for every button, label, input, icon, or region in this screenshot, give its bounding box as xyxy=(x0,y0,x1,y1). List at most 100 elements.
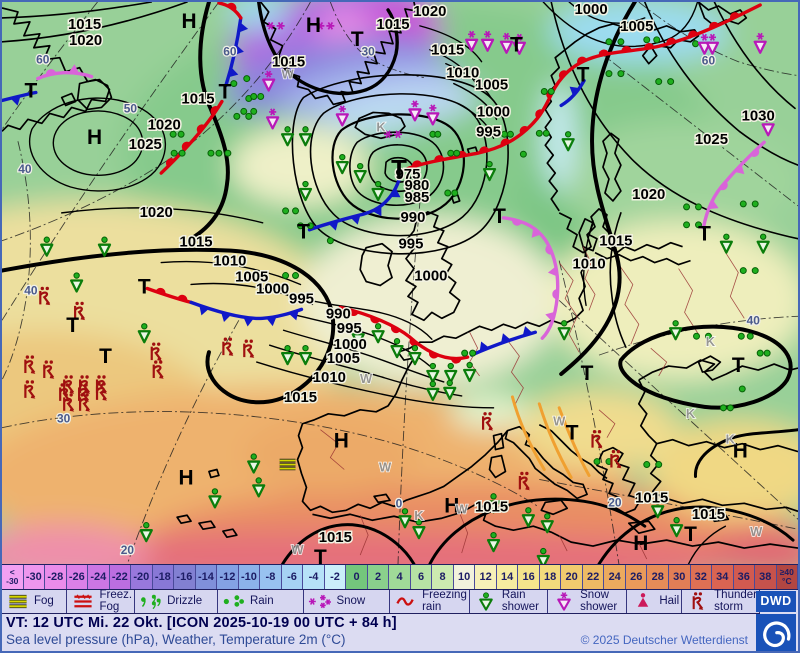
rain-symbol xyxy=(453,149,461,157)
rain-symbol xyxy=(207,149,215,157)
shower-symbol xyxy=(97,236,112,257)
temp-scale-cell: -22 xyxy=(109,565,132,589)
rain-symbol xyxy=(326,237,334,245)
geo-label: W xyxy=(379,459,392,474)
pressure-center-T: T xyxy=(66,314,79,337)
shower-symbol xyxy=(208,488,222,509)
temp-scale-cell: 14 xyxy=(496,565,519,589)
warm-front xyxy=(145,286,193,305)
thunder-symbol xyxy=(74,301,86,321)
temp-scale-cell: 24 xyxy=(604,565,626,589)
pressure-center-T: T xyxy=(218,80,231,103)
geo-label: W xyxy=(281,67,294,82)
rain-symbol xyxy=(737,332,745,340)
valid-time-text: VT: 12 UTC Mi. 22 Okt. [ICON 2025-10-19 … xyxy=(6,615,397,631)
pressure-label: 1015 xyxy=(376,16,409,33)
rain-symbol xyxy=(282,272,290,280)
shower-symbol xyxy=(390,338,404,359)
cold-front xyxy=(189,300,304,321)
temp-scale-cell: 22 xyxy=(582,565,605,589)
shower-symbol xyxy=(408,344,422,366)
legend-item-hail: Hail xyxy=(627,590,683,613)
rain-symbol xyxy=(250,93,258,100)
shower-symbol xyxy=(557,320,571,341)
pressure-label: 980 xyxy=(404,177,429,194)
rain-symbol xyxy=(653,36,661,44)
temp-scale-cell: ≥40 °C xyxy=(776,565,798,589)
dwd-logo-text: DWD xyxy=(756,591,796,612)
pressure-center-T: T xyxy=(351,28,364,51)
shower-symbol xyxy=(482,160,497,182)
shower-symbol xyxy=(669,517,684,538)
pressure-label: 1005 xyxy=(327,350,360,367)
rain-symbol xyxy=(605,38,613,46)
rain-symbol xyxy=(746,332,754,340)
temp-scale-cell: -10 xyxy=(238,565,261,589)
pressure-center-T: T xyxy=(698,223,711,246)
weather-symbol-legend: Fog Freez. Fog Drizzle Rain Snow Freezing rain R… xyxy=(2,588,760,614)
shower-symbol xyxy=(486,531,501,553)
shower-symbol xyxy=(561,131,575,152)
geo-label: K xyxy=(726,432,736,447)
warm-front xyxy=(338,305,470,361)
temp-scale-cell: 10 xyxy=(453,565,476,589)
rain-symbol xyxy=(593,458,601,466)
shower-symbol xyxy=(536,547,550,564)
shower-symbol xyxy=(139,522,153,543)
shower-symbol xyxy=(463,361,477,383)
rain-symbol xyxy=(739,267,747,275)
shower-symbol xyxy=(486,493,501,514)
pressure-label: 1000 xyxy=(574,2,607,18)
rain-symbol xyxy=(617,38,625,46)
fog-symbol xyxy=(279,458,296,471)
pressure-center-H: H xyxy=(334,430,349,453)
pressure-label: 1010 xyxy=(213,253,246,270)
pressure-label: 995 xyxy=(476,123,501,140)
legend-label: Hail xyxy=(659,594,680,607)
temp-scale-cell: 26 xyxy=(625,565,648,589)
thunder-symbol xyxy=(610,449,622,469)
pressure-center-H: H xyxy=(306,14,321,37)
rain-symbol xyxy=(170,149,178,157)
temp-scale-cell: 30 xyxy=(668,565,691,589)
pressure-center-H: H xyxy=(633,532,648,555)
pressure-center-T: T xyxy=(297,221,310,244)
snowshower-symbol xyxy=(266,108,280,130)
temp-scale-cell: 8 xyxy=(432,565,454,589)
thunder-symbol xyxy=(518,471,530,491)
rain-symbol xyxy=(643,36,651,44)
graticule-label: 40 xyxy=(747,313,761,327)
thunder-symbol xyxy=(243,339,255,358)
shower-symbol xyxy=(137,323,151,344)
snowshower-symbol xyxy=(499,32,514,54)
pressure-label: 1015 xyxy=(475,498,508,515)
pressure-label: 1005 xyxy=(620,18,653,35)
legend-label: Rain xyxy=(249,594,274,607)
thunderstorm-icon xyxy=(692,592,704,610)
legend-item-freezing-fog: Freez. Fog xyxy=(67,588,136,613)
rain-symbol xyxy=(667,78,675,86)
pressure-label: 1000 xyxy=(414,268,447,285)
drizzle-icon xyxy=(141,594,161,610)
thunder-symbol xyxy=(39,286,51,306)
shower-symbol xyxy=(719,233,733,254)
legend-label: Freez. Fog xyxy=(99,588,133,613)
pressure-label: 1015 xyxy=(319,529,352,546)
rain-symbol xyxy=(719,404,727,412)
rain-symbol xyxy=(233,112,241,120)
snowshower-symbol xyxy=(705,33,720,55)
shower-symbol xyxy=(443,379,457,401)
temp-scale-cell: 28 xyxy=(647,565,669,589)
temp-scale-cell: -24 xyxy=(88,565,110,589)
pressure-label: 1000 xyxy=(256,280,289,297)
pressure-label: 990 xyxy=(326,305,351,322)
shower-symbol xyxy=(252,477,266,498)
trough-front xyxy=(510,395,546,471)
snowshower-symbol xyxy=(512,33,527,55)
temp-scale-cell: -30 xyxy=(23,565,46,589)
pressure-label: 1020 xyxy=(140,204,173,221)
legend-label: Thunder storm xyxy=(714,588,757,613)
pressure-center-H: H xyxy=(179,466,194,489)
